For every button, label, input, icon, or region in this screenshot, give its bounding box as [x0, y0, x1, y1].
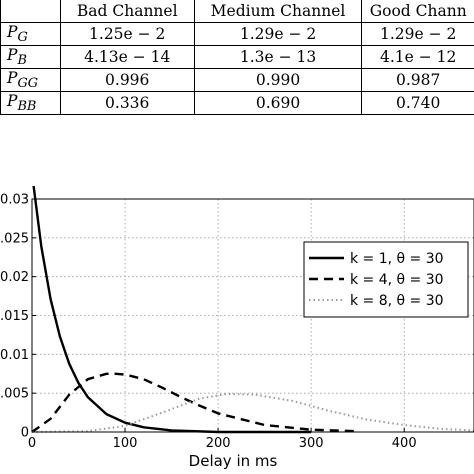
- y-tick-label: 0.01: [0, 348, 29, 363]
- y-tick-label: .015: [0, 309, 29, 324]
- series-line-1: [32, 186, 312, 434]
- row-label: PB: [0, 45, 61, 70]
- y-tick-label: .025: [0, 231, 29, 246]
- table-row: PG 1.25e − 2 1.29e − 2 1.29e − 2: [0, 21, 474, 47]
- table-cell: 1.25e − 2: [59, 21, 195, 47]
- table-cell: 0.336: [59, 91, 195, 116]
- y-tick-label: 0.02: [0, 270, 29, 285]
- table-cell: 1.29e − 2: [361, 21, 474, 47]
- chart-legend: k = 1, θ = 30 k = 4, θ = 30 k = 8, θ = 30: [303, 241, 469, 318]
- table-header-cell: Good Chann: [361, 0, 474, 23]
- series-line-2: [31, 372, 358, 433]
- row-label: PBB: [0, 91, 61, 116]
- table-row: PGG 0.996 0.990 0.987: [0, 68, 474, 93]
- row-label: PG: [0, 21, 61, 47]
- x-tick-label: 200: [206, 436, 231, 451]
- delay-distribution-chart: 0 100 200 300 400 0 .005 0.01 .015 0.02 .025 0.03 D…: [0, 186, 474, 470]
- table-cell: 0.996: [59, 68, 195, 93]
- table-cell: 1.29e − 2: [193, 21, 363, 47]
- chart-ticks: 0 100 200 300 400 0 .005 0.01 .015 0.02 .025 0.03: [0, 193, 417, 452]
- table-row: PB 4.13e − 14 1.3e − 13 4.1e − 12: [0, 45, 474, 70]
- table-cell: 0.990: [193, 68, 363, 93]
- row-label: PGG: [0, 68, 61, 93]
- parameter-table: Bad Channel Medium Channel Good Chann PG…: [0, 0, 474, 116]
- legend-label: k = 4, θ = 30: [350, 272, 444, 288]
- table-cell: 1.3e − 13: [193, 45, 363, 70]
- table-cell: 0.690: [193, 91, 363, 116]
- table-header-cell: [0, 0, 61, 23]
- x-tick-label: 400: [392, 436, 417, 451]
- table-header-row: Bad Channel Medium Channel Good Chann: [0, 0, 474, 23]
- y-tick-label: .005: [0, 387, 29, 402]
- table-header-cell: Bad Channel: [59, 0, 195, 23]
- x-axis-label: Delay in ms: [189, 452, 278, 470]
- x-tick-label: 300: [299, 436, 324, 451]
- table-cell: 4.13e − 14: [59, 45, 195, 70]
- legend-label: k = 1, θ = 30: [350, 251, 444, 267]
- y-tick-label: 0.03: [0, 193, 29, 208]
- table-cell: 4.1e − 12: [361, 45, 474, 70]
- table-row: PBB 0.336 0.690 0.740: [0, 91, 474, 116]
- y-tick-label: 0: [21, 426, 29, 441]
- table-cell: 0.740: [361, 91, 474, 116]
- table-header-cell: Medium Channel: [193, 0, 363, 23]
- x-tick-label: 100: [113, 436, 138, 451]
- table-cell: 0.987: [361, 68, 474, 93]
- series-line-3: [31, 392, 474, 433]
- legend-label: k = 8, θ = 30: [350, 293, 444, 309]
- x-tick-label: 0: [28, 436, 36, 451]
